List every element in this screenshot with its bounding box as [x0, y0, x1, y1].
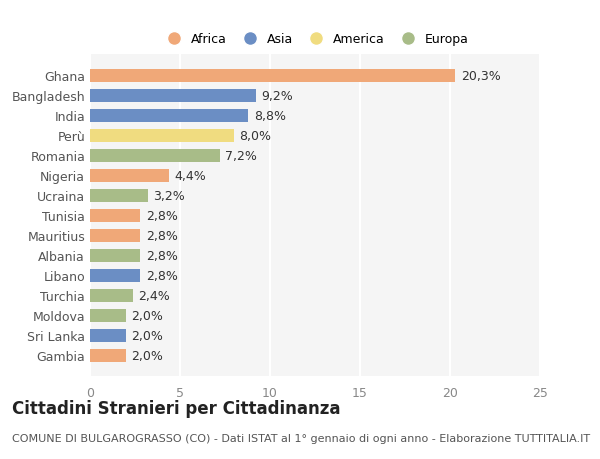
Text: 2,4%: 2,4% — [139, 289, 170, 302]
Text: 2,8%: 2,8% — [146, 249, 178, 262]
Text: COMUNE DI BULGAROGRASSO (CO) - Dati ISTAT al 1° gennaio di ogni anno - Elaborazi: COMUNE DI BULGAROGRASSO (CO) - Dati ISTA… — [12, 433, 590, 442]
Bar — [90, 110, 248, 123]
Bar — [90, 90, 256, 102]
Bar — [90, 289, 133, 302]
Text: 2,8%: 2,8% — [146, 229, 178, 242]
Text: 9,2%: 9,2% — [261, 90, 293, 103]
Bar — [90, 189, 148, 202]
Text: 4,4%: 4,4% — [175, 169, 206, 182]
Bar — [90, 150, 220, 162]
Bar — [90, 70, 455, 83]
Text: 2,8%: 2,8% — [146, 269, 178, 282]
Bar — [90, 249, 140, 262]
Bar — [90, 169, 169, 182]
Text: 8,8%: 8,8% — [254, 110, 286, 123]
Legend: Africa, Asia, America, Europa: Africa, Asia, America, Europa — [157, 29, 473, 50]
Text: 2,0%: 2,0% — [131, 349, 163, 362]
Bar — [90, 329, 126, 342]
Text: 3,2%: 3,2% — [153, 189, 185, 202]
Bar — [90, 209, 140, 222]
Bar — [90, 349, 126, 362]
Bar — [90, 229, 140, 242]
Text: 2,8%: 2,8% — [146, 209, 178, 222]
Text: Cittadini Stranieri per Cittadinanza: Cittadini Stranieri per Cittadinanza — [12, 399, 341, 417]
Text: 2,0%: 2,0% — [131, 309, 163, 322]
Text: 8,0%: 8,0% — [239, 129, 271, 142]
Text: 20,3%: 20,3% — [461, 70, 500, 83]
Text: 7,2%: 7,2% — [225, 150, 257, 162]
Text: 2,0%: 2,0% — [131, 329, 163, 342]
Bar — [90, 309, 126, 322]
Bar — [90, 269, 140, 282]
Bar — [90, 129, 234, 142]
